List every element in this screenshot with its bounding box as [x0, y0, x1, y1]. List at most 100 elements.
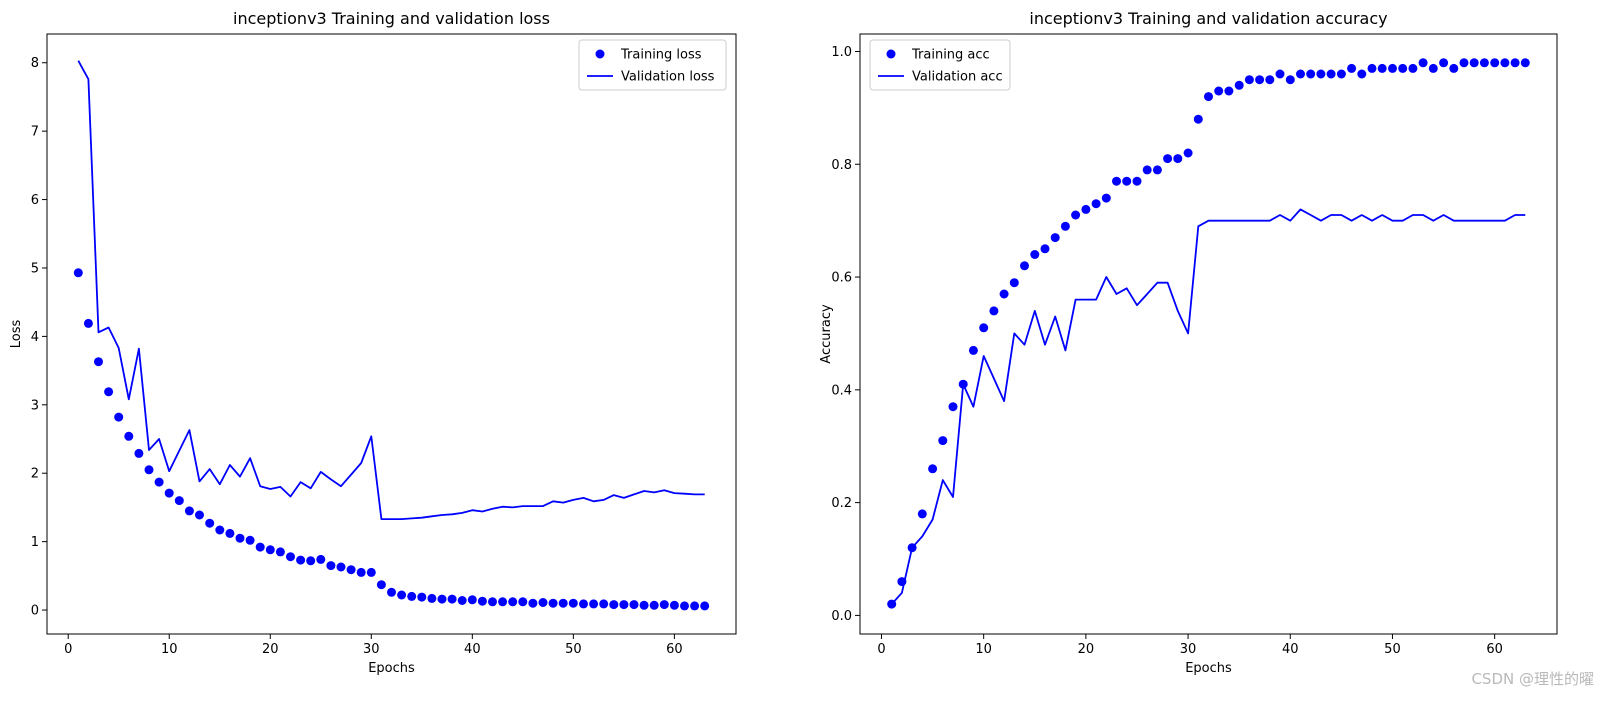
- data-point: [114, 412, 124, 422]
- data-point: [1030, 250, 1040, 259]
- x-tick-label: 60: [1486, 642, 1503, 657]
- chart-panel-2: inceptionv3 Training and validation accu…: [819, 9, 1558, 676]
- data-point: [447, 594, 457, 604]
- data-point: [518, 597, 528, 607]
- legend-box: [578, 39, 727, 91]
- data-point: [1040, 244, 1050, 254]
- data-point: [1020, 261, 1029, 271]
- data-point: [154, 477, 164, 487]
- data-point: [245, 535, 255, 545]
- data-point: [1316, 69, 1326, 79]
- data-point: [1214, 86, 1224, 96]
- data-point: [680, 601, 689, 611]
- series-markers-training-acc: [887, 58, 1530, 609]
- legend-marker-swatch: [886, 49, 896, 59]
- data-point: [609, 600, 619, 610]
- x-tick-label: 50: [565, 642, 582, 657]
- data-point: [1367, 63, 1377, 73]
- data-point: [73, 268, 83, 278]
- data-point: [1296, 69, 1305, 79]
- x-tick-label: 40: [464, 642, 481, 657]
- y-tick-label: 0.8: [831, 158, 852, 173]
- axes-frame: [859, 33, 1558, 635]
- data-point: [579, 599, 588, 609]
- data-point: [700, 601, 710, 611]
- watermark: CSDN @理性的曜: [1471, 670, 1594, 688]
- data-point: [1347, 63, 1357, 73]
- data-point: [568, 598, 578, 608]
- data-point: [265, 545, 275, 555]
- data-point: [508, 597, 518, 607]
- data-point: [659, 600, 669, 610]
- series-markers-training-loss: [73, 268, 710, 611]
- data-point: [1388, 63, 1397, 73]
- data-point: [1275, 69, 1285, 79]
- data-point: [1224, 86, 1234, 96]
- legend-box: [869, 39, 1011, 91]
- data-point: [467, 595, 477, 605]
- data-point: [376, 580, 386, 590]
- data-point: [917, 509, 927, 519]
- data-point: [366, 567, 376, 577]
- legend-label: Training acc: [911, 48, 990, 63]
- y-tick-label: 1: [31, 535, 39, 550]
- data-point: [1112, 176, 1121, 186]
- data-point: [548, 598, 558, 608]
- legend-label: Validation acc: [912, 70, 1003, 85]
- data-point: [397, 590, 407, 600]
- data-point: [1234, 80, 1244, 90]
- data-point: [1500, 58, 1510, 68]
- data-point: [144, 465, 154, 475]
- data-point: [488, 597, 497, 607]
- data-point: [1357, 69, 1367, 79]
- data-point: [1336, 69, 1346, 79]
- data-point: [979, 323, 989, 333]
- legend-label: Validation loss: [621, 70, 715, 85]
- y-tick-label: 0: [31, 604, 39, 619]
- x-tick-label: 50: [1384, 642, 1401, 657]
- data-point: [1163, 154, 1173, 164]
- x-tick-label: 20: [262, 642, 279, 657]
- data-point: [225, 528, 235, 538]
- legend: Training acc Validation acc: [869, 39, 1011, 91]
- data-point: [669, 600, 679, 610]
- data-point: [83, 318, 93, 328]
- data-point: [538, 598, 548, 607]
- data-point: [184, 506, 194, 516]
- data-point: [1071, 210, 1081, 220]
- data-point: [968, 345, 978, 355]
- series-line-validation-loss: [77, 60, 705, 520]
- y-tick-label: 0.6: [831, 271, 852, 286]
- data-point: [1091, 199, 1101, 209]
- data-point: [1173, 154, 1183, 164]
- data-point: [1132, 176, 1142, 186]
- data-point: [639, 600, 649, 610]
- data-point: [938, 436, 948, 446]
- data-point: [195, 510, 204, 520]
- data-point: [528, 598, 538, 608]
- y-tick-label: 6: [31, 193, 39, 208]
- data-point: [336, 562, 346, 572]
- x-tick-label: 30: [363, 642, 380, 657]
- data-point: [1520, 58, 1530, 68]
- data-point: [346, 565, 356, 575]
- x-tick-label: 40: [1282, 642, 1299, 657]
- y-tick-label: 0.4: [831, 383, 852, 398]
- y-tick-label: 0.0: [831, 609, 852, 624]
- data-point: [1418, 58, 1428, 68]
- x-tick-label: 10: [161, 642, 178, 657]
- data-point: [1193, 114, 1203, 124]
- data-point: [1408, 63, 1418, 73]
- data-point: [104, 387, 114, 397]
- x-axis-label: Epochs: [1185, 661, 1232, 676]
- data-point: [275, 547, 285, 557]
- y-tick-label: 1.0: [831, 45, 852, 60]
- y-tick-label: 5: [31, 261, 39, 276]
- data-point: [326, 561, 336, 571]
- data-point: [1255, 75, 1265, 85]
- data-point: [558, 598, 568, 608]
- y-tick-label: 3: [31, 398, 39, 413]
- data-point: [1060, 221, 1070, 231]
- y-tick-label: 0.2: [831, 496, 852, 511]
- data-point: [1142, 165, 1152, 175]
